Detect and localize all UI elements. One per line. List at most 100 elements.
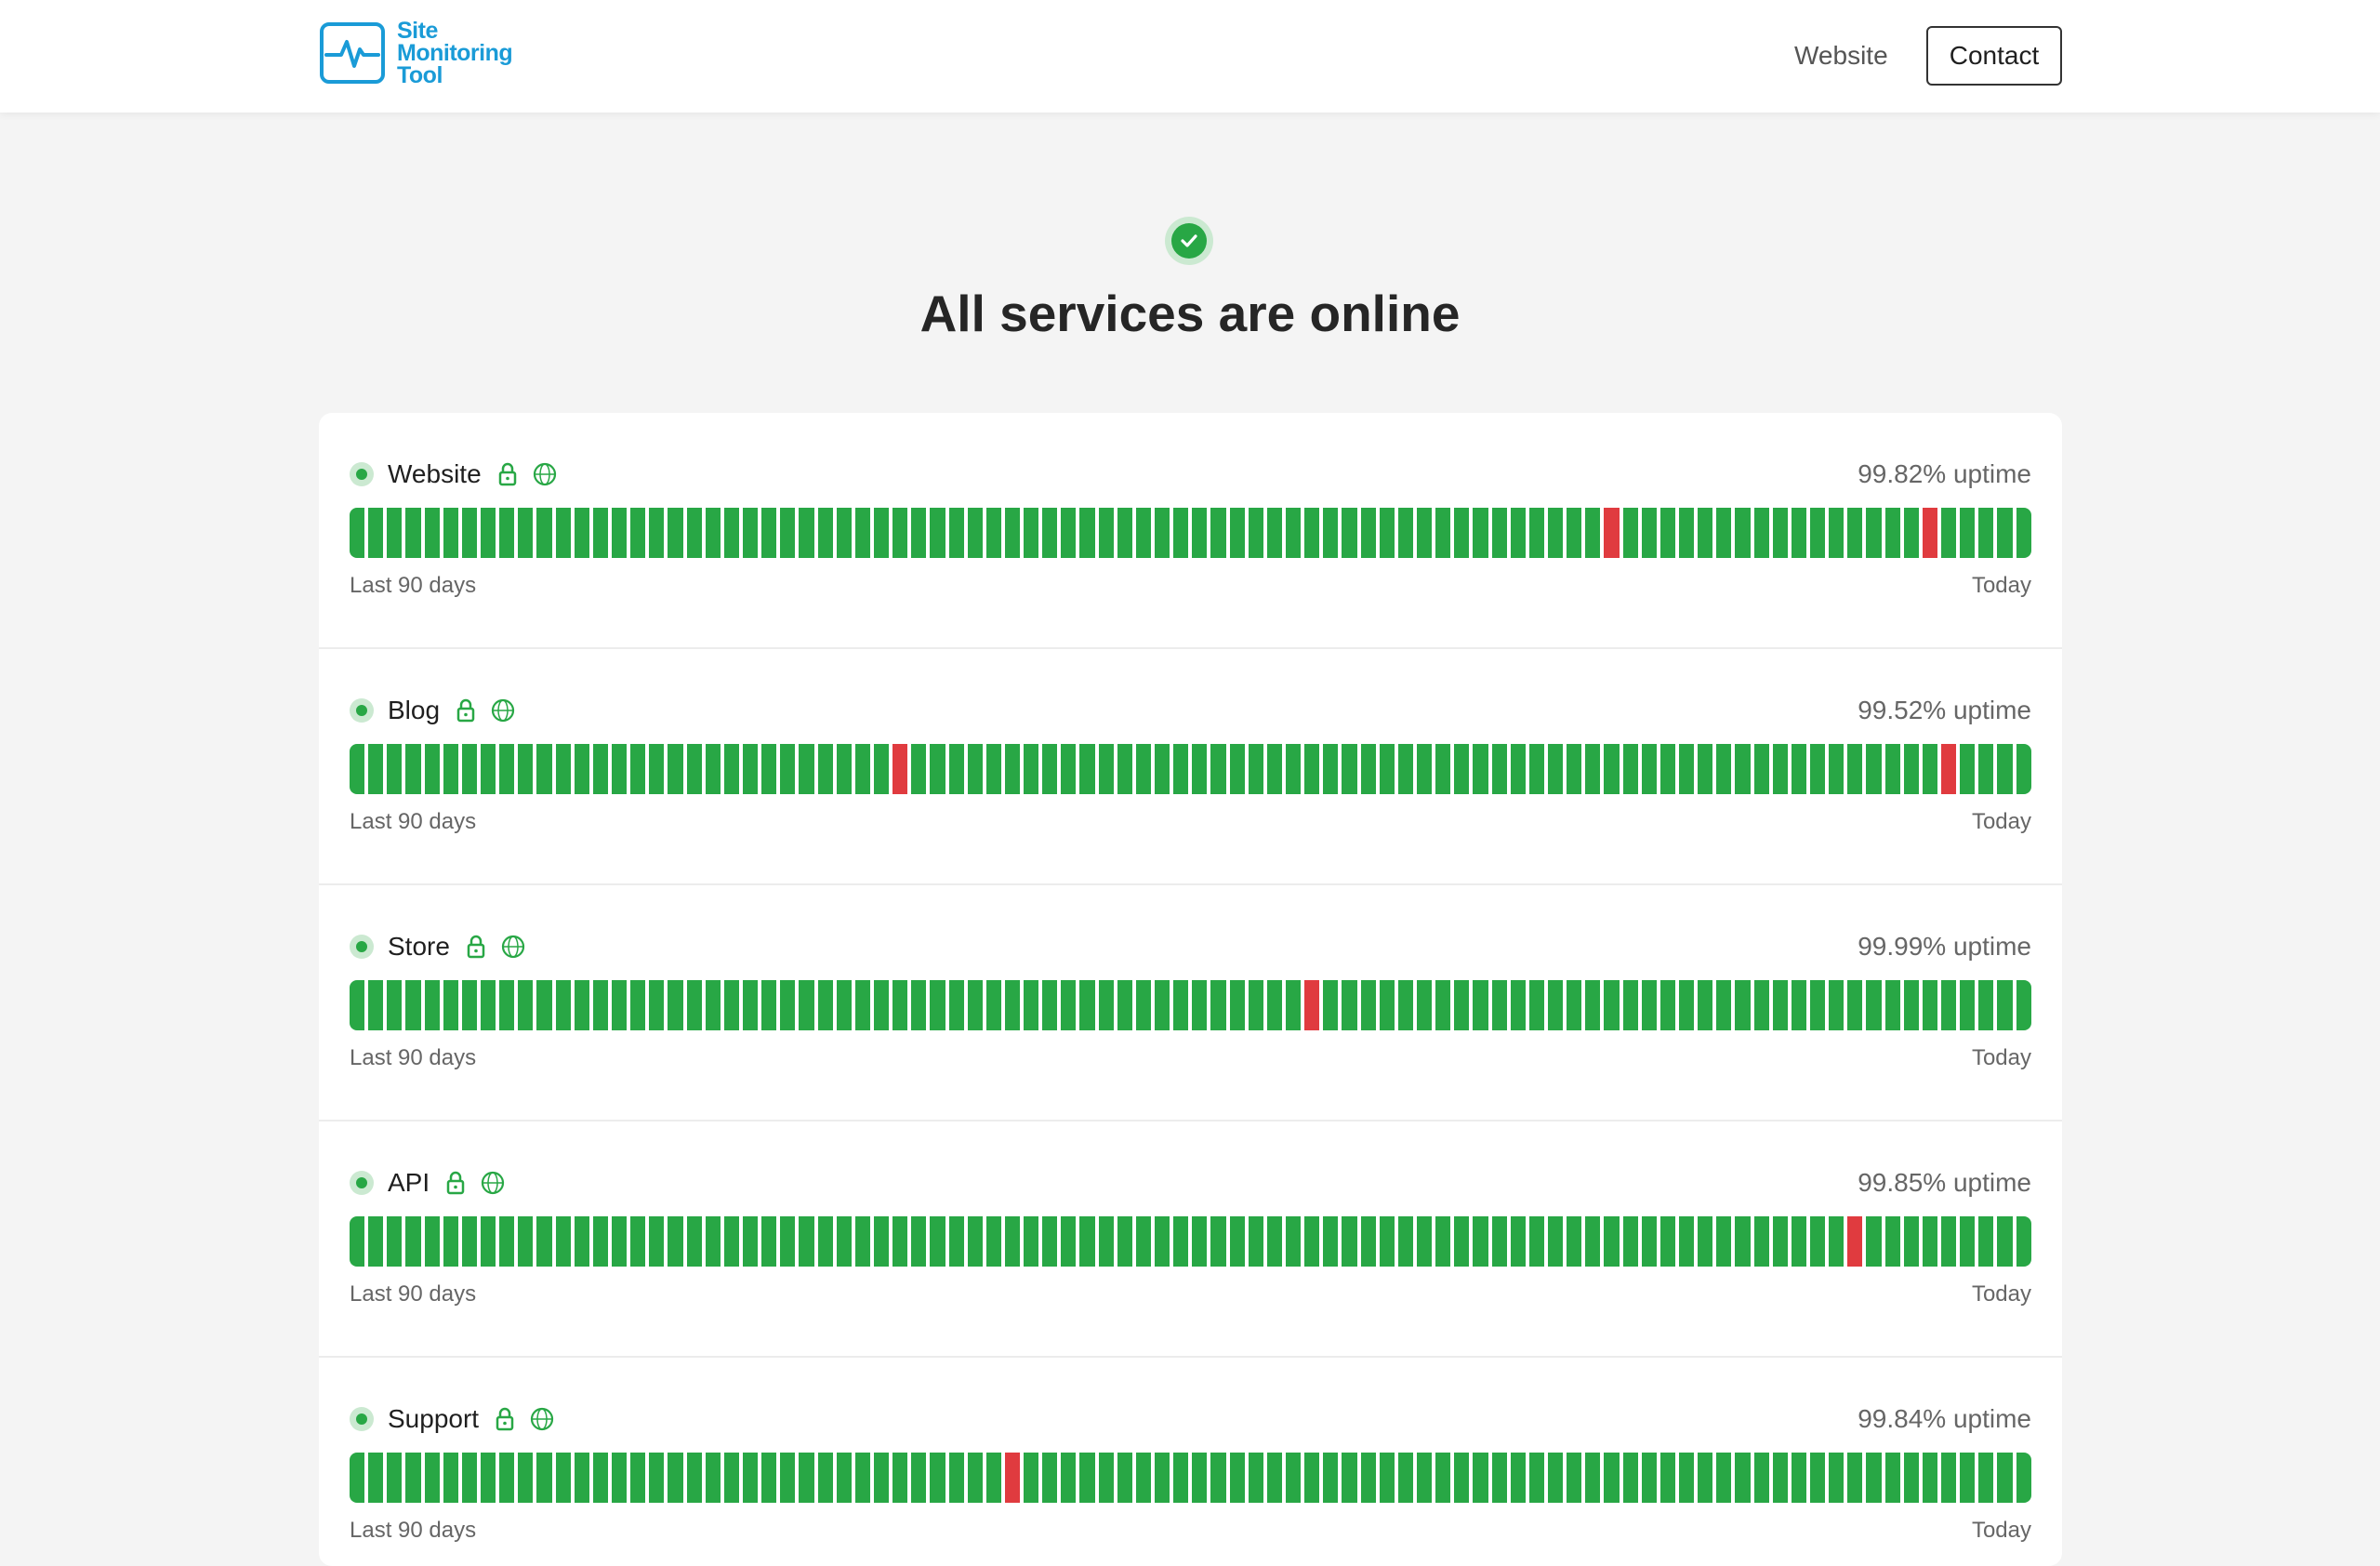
uptime-day-bar[interactable] — [368, 508, 384, 558]
uptime-day-bar[interactable] — [1678, 744, 1695, 794]
uptime-day-bar[interactable] — [1829, 508, 1844, 558]
uptime-day-bar[interactable] — [1379, 1216, 1395, 1267]
uptime-day-bar[interactable] — [1510, 508, 1526, 558]
uptime-day-bar[interactable] — [1548, 508, 1564, 558]
uptime-day-bar[interactable] — [1978, 508, 1994, 558]
uptime-day-bar[interactable] — [1491, 980, 1507, 1030]
uptime-day-bar[interactable] — [1772, 980, 1788, 1030]
uptime-day-bar-down[interactable] — [1004, 1453, 1021, 1503]
uptime-day-bar[interactable] — [930, 980, 945, 1030]
uptime-day-bar[interactable] — [1173, 508, 1189, 558]
uptime-day-bar[interactable] — [1155, 1453, 1170, 1503]
uptime-day-bar[interactable] — [1548, 1453, 1564, 1503]
contact-button[interactable]: Contact — [1926, 26, 2062, 86]
uptime-day-bar[interactable] — [536, 1453, 552, 1503]
uptime-day-bar[interactable] — [1360, 1216, 1376, 1267]
uptime-day-bar[interactable] — [1567, 1453, 1582, 1503]
uptime-day-bar[interactable] — [1342, 508, 1357, 558]
uptime-day-bar[interactable] — [1155, 980, 1170, 1030]
uptime-day-bar[interactable] — [1791, 508, 1806, 558]
uptime-day-bar[interactable] — [611, 980, 628, 1030]
uptime-day-bar[interactable] — [1342, 980, 1357, 1030]
uptime-day-bar[interactable] — [1248, 980, 1263, 1030]
uptime-day-bar[interactable] — [1809, 980, 1826, 1030]
uptime-day-bar[interactable] — [630, 744, 646, 794]
uptime-day-bar[interactable] — [1079, 1453, 1095, 1503]
uptime-day-bar[interactable] — [1641, 744, 1657, 794]
uptime-day-bar[interactable] — [1417, 744, 1433, 794]
uptime-day-bar[interactable] — [1567, 744, 1582, 794]
uptime-day-bar[interactable] — [817, 1216, 833, 1267]
uptime-day-bar[interactable] — [1960, 1453, 1976, 1503]
uptime-day-bar[interactable] — [1454, 1216, 1470, 1267]
uptime-day-bar[interactable] — [1155, 744, 1170, 794]
uptime-day-bar[interactable] — [1061, 980, 1077, 1030]
uptime-day-bar[interactable] — [723, 1453, 739, 1503]
uptime-day-bar[interactable] — [1079, 744, 1095, 794]
uptime-day-bar[interactable] — [1903, 744, 1919, 794]
uptime-day-bar[interactable] — [873, 1216, 890, 1267]
uptime-day-bar[interactable] — [1829, 744, 1844, 794]
uptime-day-bar[interactable] — [1098, 980, 1114, 1030]
uptime-day-bar[interactable] — [1266, 744, 1283, 794]
uptime-day-bar[interactable] — [1173, 980, 1189, 1030]
uptime-day-bar[interactable] — [967, 980, 983, 1030]
uptime-day-bar[interactable] — [1960, 744, 1976, 794]
uptime-day-bar[interactable] — [948, 1216, 964, 1267]
uptime-day-bar[interactable] — [1135, 1216, 1152, 1267]
uptime-day-bar[interactable] — [1940, 508, 1957, 558]
uptime-day-bar[interactable] — [1061, 508, 1077, 558]
uptime-day-bar[interactable] — [1622, 744, 1638, 794]
uptime-day-bar[interactable] — [1960, 980, 1976, 1030]
uptime-day-bar[interactable] — [1698, 508, 1713, 558]
uptime-day-bar[interactable] — [1622, 980, 1638, 1030]
uptime-day-bar[interactable] — [1903, 1453, 1919, 1503]
uptime-day-bar[interactable] — [443, 508, 458, 558]
uptime-day-bar[interactable] — [555, 1453, 571, 1503]
uptime-day-bar[interactable] — [1248, 1453, 1263, 1503]
uptime-day-bar[interactable] — [536, 744, 552, 794]
uptime-day-bar[interactable] — [1342, 1216, 1357, 1267]
uptime-day-bar[interactable] — [499, 1453, 515, 1503]
uptime-day-bar[interactable] — [780, 744, 796, 794]
uptime-day-bar[interactable] — [817, 508, 833, 558]
uptime-day-bar[interactable] — [1473, 1453, 1488, 1503]
uptime-day-bar[interactable] — [1659, 1453, 1675, 1503]
uptime-day-bar[interactable] — [967, 1453, 983, 1503]
uptime-day-bar[interactable] — [461, 1216, 477, 1267]
uptime-day-bar[interactable] — [1604, 744, 1620, 794]
uptime-day-bar[interactable] — [1192, 1216, 1208, 1267]
uptime-day-bar[interactable] — [1678, 980, 1695, 1030]
uptime-day-bar[interactable] — [1809, 1216, 1826, 1267]
uptime-day-bar[interactable] — [1829, 1453, 1844, 1503]
uptime-day-bar[interactable] — [985, 980, 1001, 1030]
uptime-day-bar[interactable] — [1735, 508, 1751, 558]
uptime-day-bar[interactable] — [873, 744, 890, 794]
uptime-day-bar[interactable] — [1266, 1216, 1283, 1267]
uptime-day-bar[interactable] — [985, 744, 1001, 794]
uptime-day-bar[interactable] — [1940, 1216, 1957, 1267]
uptime-day-bar[interactable] — [1716, 508, 1732, 558]
uptime-day-bar[interactable] — [1117, 1453, 1132, 1503]
uptime-day-bar[interactable] — [1229, 1453, 1245, 1503]
uptime-day-bar[interactable] — [1510, 1216, 1526, 1267]
uptime-day-bar[interactable] — [1698, 1216, 1713, 1267]
uptime-day-bar[interactable] — [1098, 1453, 1114, 1503]
uptime-day-bar[interactable] — [1491, 508, 1507, 558]
uptime-day-bar[interactable] — [1473, 980, 1488, 1030]
uptime-day-bar[interactable] — [368, 1453, 384, 1503]
uptime-day-bar[interactable] — [780, 1216, 796, 1267]
uptime-day-bar[interactable] — [873, 508, 890, 558]
uptime-day-bar[interactable] — [799, 1216, 814, 1267]
uptime-day-bar[interactable] — [967, 508, 983, 558]
uptime-day-bar[interactable] — [443, 980, 458, 1030]
uptime-day-bar[interactable] — [518, 1453, 534, 1503]
uptime-day-bar[interactable] — [1997, 1453, 2013, 1503]
uptime-day-bar[interactable] — [2016, 1453, 2031, 1503]
uptime-day-bar[interactable] — [1903, 980, 1919, 1030]
uptime-day-bar[interactable] — [1004, 1216, 1021, 1267]
uptime-day-bar[interactable] — [1753, 744, 1769, 794]
uptime-day-bar[interactable] — [649, 980, 665, 1030]
uptime-day-bar[interactable] — [1641, 1453, 1657, 1503]
uptime-day-bar[interactable] — [1997, 508, 2013, 558]
